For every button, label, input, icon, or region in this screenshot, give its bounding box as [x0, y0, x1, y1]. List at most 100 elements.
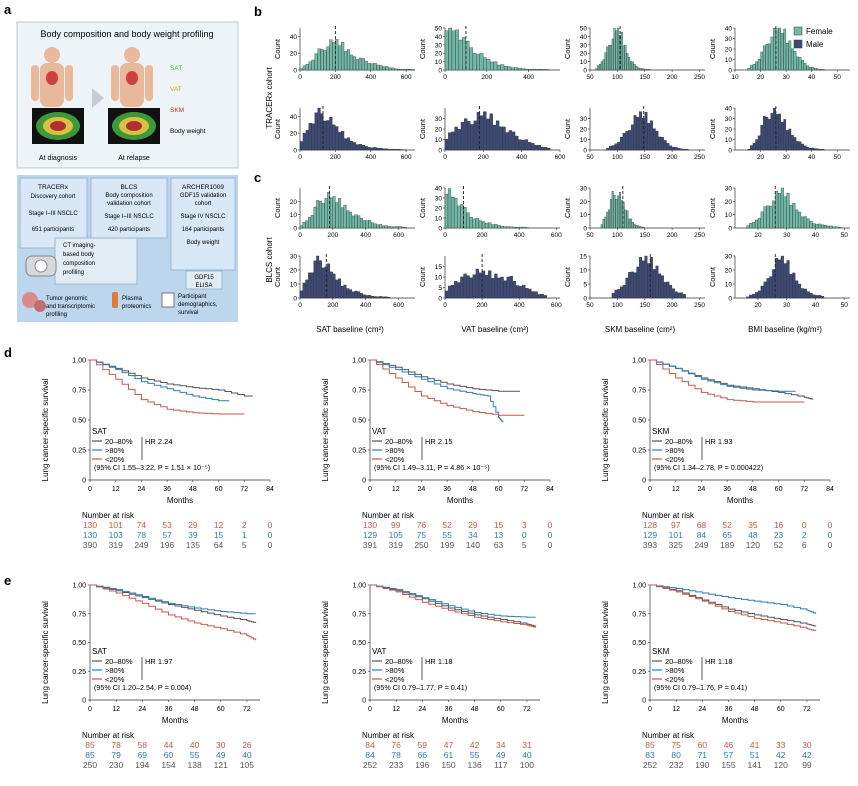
km-panel-label: VAT — [372, 427, 386, 436]
x-tick-label: 72 — [240, 486, 248, 493]
histogram-bar — [313, 260, 317, 299]
histogram-bar — [518, 139, 522, 151]
histogram-bar — [619, 137, 623, 151]
gdf15-text-1: GDF15 — [194, 275, 214, 281]
histogram-bar — [308, 217, 311, 229]
risk-value-mid: 252 — [363, 760, 377, 770]
risk-value-high: 65 — [722, 530, 732, 540]
y-tick-label: 40 — [580, 34, 588, 41]
histogram-bar — [457, 282, 461, 299]
histogram-bar — [324, 198, 328, 229]
km-curve-high — [370, 359, 504, 423]
histogram-c-bl-m-skm: Count 0 5 10 15 50 100 150 200 250 — [563, 254, 705, 310]
x-tick-label: 0 — [88, 706, 92, 713]
gdf15-text-2: ELISA — [195, 283, 212, 289]
histogram-bar — [494, 224, 498, 229]
histogram-bar — [615, 199, 618, 229]
ct-box — [54, 237, 138, 285]
y-tick-label: 40 — [290, 34, 298, 41]
risk-value-high: 48 — [748, 530, 758, 540]
ylabel-count: Count — [708, 118, 717, 139]
histogram-bar — [793, 137, 797, 151]
y-tick-label: 20 — [580, 127, 588, 134]
y-tick-label: 20 — [435, 51, 443, 58]
histogram-bar — [608, 209, 611, 229]
x-tick-label: 20 — [754, 232, 762, 239]
histogram-bar — [302, 132, 306, 151]
histogram-bar — [462, 37, 466, 71]
histogram-bar — [785, 130, 789, 151]
y-tick-label: 10 — [580, 137, 588, 144]
histogram-bar — [327, 192, 331, 229]
risk-value-high: 84 — [365, 750, 375, 760]
plasma-text-1: Plasma — [122, 296, 143, 302]
risk-value-high: 2 — [802, 530, 807, 540]
y-tick-label: 0 — [728, 226, 732, 233]
x-tick-label: 50 — [586, 232, 594, 239]
histogram-bar — [780, 122, 784, 151]
legend-label-high: >80% — [385, 666, 405, 675]
histogram-bar — [332, 42, 336, 71]
histogram-bar — [495, 120, 500, 151]
km-ylabel: Lung cancer-specific survival — [41, 601, 50, 704]
risk-value-high: 49 — [496, 750, 506, 760]
y-tick-label: 0.50 — [632, 418, 646, 425]
histogram-bar — [620, 31, 623, 71]
histogram-bar — [806, 218, 810, 229]
x-tick-label: 36 — [725, 706, 733, 713]
panel-letter-c: c — [254, 170, 261, 185]
blcs-n: 420 participants — [108, 227, 150, 233]
risk-value-low: 53 — [162, 520, 172, 530]
histogram-bar — [835, 226, 839, 229]
risk-value-low: 0 — [828, 520, 833, 530]
risk-title: Number at risk — [642, 731, 695, 740]
y-tick-label: 10 — [290, 282, 298, 289]
x-tick-label: 400 — [523, 74, 534, 81]
x-tick-label: 20 — [757, 154, 765, 161]
histogram-bar — [503, 280, 507, 299]
x-tick-label: 84 — [546, 486, 554, 493]
histogram-bar — [406, 68, 410, 71]
histogram-bar — [398, 226, 402, 229]
histogram-bar — [661, 275, 664, 299]
histogram-bar — [829, 225, 833, 229]
x-tick-label: 72 — [520, 486, 528, 493]
histogram-bar — [611, 38, 614, 71]
histogram-bar — [470, 124, 474, 151]
risk-value-low: 130 — [363, 520, 377, 530]
histogram-bar — [666, 281, 670, 299]
histogram-bar — [332, 124, 336, 151]
x-tick-label: 72 — [803, 706, 811, 713]
histogram-bar — [519, 286, 523, 299]
histogram-bar — [494, 273, 498, 299]
histogram-bar — [515, 135, 519, 151]
histogram-bar — [617, 289, 621, 299]
km-curve-mid — [370, 359, 520, 392]
legend-label-mid: 20–80% — [665, 657, 693, 666]
histogram-bar — [347, 137, 351, 151]
histogram-bar — [361, 145, 365, 151]
histogram-bar — [809, 293, 813, 299]
risk-value-low: 33 — [776, 740, 786, 750]
histogram-bar — [486, 59, 491, 71]
risk-value-mid: 196 — [415, 760, 429, 770]
histogram-bar — [778, 27, 781, 71]
histogram-bar — [305, 220, 309, 229]
legend-sat: SAT — [170, 65, 182, 72]
histogram-bar — [647, 263, 651, 299]
histogram-bar — [626, 53, 629, 71]
y-tick-label: 0 — [438, 148, 442, 155]
x-tick-label: 36 — [443, 486, 451, 493]
histogram-bar — [373, 223, 377, 229]
histogram-bar — [346, 288, 350, 299]
y-tick-label: 15 — [435, 264, 443, 271]
risk-title: Number at risk — [82, 731, 135, 740]
histogram-bar — [454, 197, 458, 229]
x-tick-label: 250 — [694, 154, 705, 161]
risk-value-mid: 249 — [694, 540, 708, 550]
x-tick-label: 48 — [189, 486, 197, 493]
x-tick-label: 60 — [215, 486, 223, 493]
risk-value-mid: 391 — [363, 540, 377, 550]
x-tick-label: 0 — [443, 74, 447, 81]
